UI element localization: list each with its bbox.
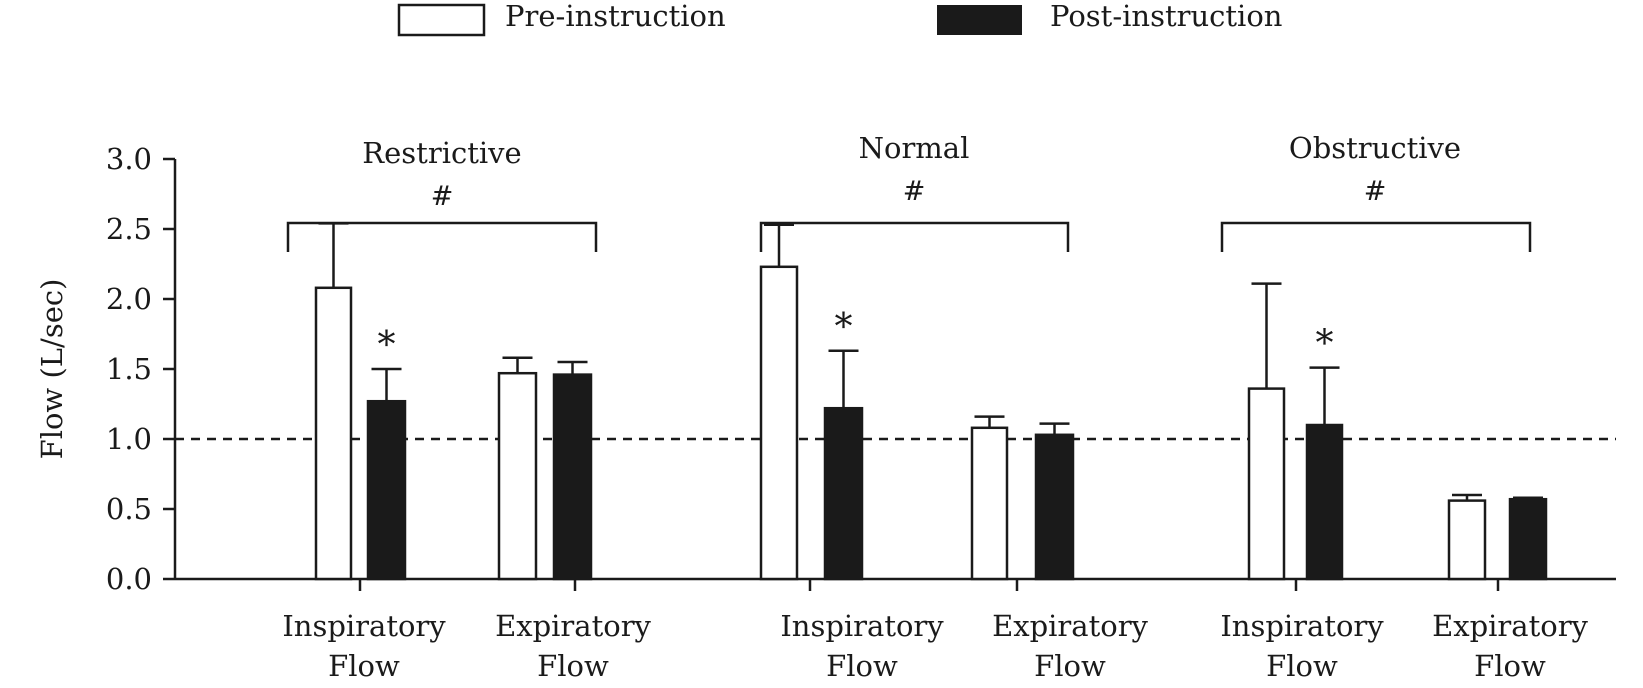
category-label-line1: Inspiratory xyxy=(780,609,944,643)
significance-hash: # xyxy=(903,176,926,207)
pre-error-bar xyxy=(318,222,349,288)
post-error-bar xyxy=(557,360,588,375)
post-instruction-bar xyxy=(366,399,407,581)
category-label-line2: Flow xyxy=(537,649,609,683)
post-instruction-bar xyxy=(1305,423,1344,581)
category-label-line2: Flow xyxy=(1266,649,1338,683)
category-label-line1: Inspiratory xyxy=(1220,609,1384,643)
y-tick-label: 2.5 xyxy=(106,212,152,246)
y-axis-title: Flow (L/sec) xyxy=(35,279,69,460)
post-instruction-bar xyxy=(823,406,864,581)
pre-error-bar xyxy=(502,356,533,374)
category-label-line2: Flow xyxy=(1474,649,1546,683)
significance-star: * xyxy=(835,307,853,348)
y-tick-label: 0.5 xyxy=(106,492,152,526)
pre-instruction-bar xyxy=(497,371,538,581)
y-tick-label: 1.5 xyxy=(106,352,152,386)
category-label-line1: Expiratory xyxy=(992,609,1148,643)
post-instruction-bar xyxy=(1034,433,1075,581)
pre-instruction-bar xyxy=(759,265,799,581)
significance-bracket xyxy=(286,221,598,252)
significance-bracket xyxy=(1220,221,1532,252)
category-label-line1: Expiratory xyxy=(1432,609,1588,643)
post-instruction-bar xyxy=(1508,497,1548,581)
legend-post-swatch xyxy=(937,5,1022,35)
legend: Pre-instruction Post-instruction xyxy=(397,0,1282,37)
pre-instruction-bar xyxy=(314,286,353,581)
category-label-line1: Inspiratory xyxy=(282,609,446,643)
pre-instruction-bar xyxy=(1447,499,1487,581)
significance-hash: # xyxy=(1364,176,1387,207)
post-error-bar xyxy=(1039,422,1070,435)
post-error-bar xyxy=(828,349,859,409)
y-tick-label: 1.0 xyxy=(106,422,152,456)
y-tick-label: 2.0 xyxy=(106,282,152,316)
post-instruction-bar xyxy=(552,373,593,581)
y-tick-label: 3.0 xyxy=(106,142,152,176)
significance-star: * xyxy=(1316,324,1334,365)
pre-instruction-bar xyxy=(970,426,1009,581)
post-error-bar xyxy=(1309,366,1340,425)
pre-instruction-bar xyxy=(1247,387,1286,581)
axes: 0.0 0.5 1.0 1.5 2.0 2.5 3.0 Inspiratory Flow Expi… xyxy=(106,142,1616,683)
post-error-bar xyxy=(371,367,402,402)
pre-error-bar xyxy=(974,415,1005,428)
legend-pre-swatch xyxy=(397,3,486,37)
y-tick-label: 0.0 xyxy=(106,562,152,596)
legend-pre-label: Pre-instruction xyxy=(505,0,726,33)
significance-hash: # xyxy=(431,181,454,212)
bars-layer: Restrictive # * Normal # * Obstructive # * xyxy=(286,131,1548,581)
category-label-line2: Flow xyxy=(1034,649,1106,683)
pre-error-bar xyxy=(764,223,794,267)
category-label-line2: Flow xyxy=(826,649,898,683)
group-title: Obstructive xyxy=(1289,131,1461,165)
group-title: Restrictive xyxy=(362,136,521,170)
legend-post-label: Post-instruction xyxy=(1050,0,1282,33)
category-label-line1: Expiratory xyxy=(495,609,651,643)
significance-star: * xyxy=(378,325,396,366)
group-title: Normal xyxy=(859,131,970,165)
significance-bracket xyxy=(759,221,1070,252)
category-label-line2: Flow xyxy=(328,649,400,683)
pre-error-bar xyxy=(1251,282,1282,389)
